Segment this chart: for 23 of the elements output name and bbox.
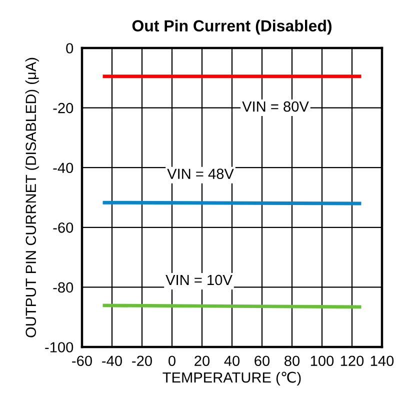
x-tick-label: 120 <box>340 356 364 366</box>
series-label: VIN = 48V <box>167 168 234 179</box>
y-tick-label: -60 <box>53 222 74 233</box>
chart-title: Out Pin Current (Disabled) <box>132 20 332 35</box>
x-tick-label: -20 <box>132 356 152 366</box>
y-tick-label: -40 <box>53 162 74 174</box>
series-label: VIN = 80V <box>242 101 309 112</box>
y-axis-title: OUTPUT PIN CURRNET (DISABLED) (μA) <box>25 58 39 338</box>
series-label: VIN = 10V <box>166 274 232 286</box>
x-tick-label: 20 <box>194 356 210 366</box>
x-tick-label: 80 <box>284 356 300 366</box>
y-tick-label: -100 <box>45 342 74 352</box>
y-tick-label: -20 <box>53 102 74 114</box>
x-tick-label: 0 <box>168 356 176 366</box>
x-tick-label: 60 <box>254 356 270 366</box>
x-tick-label: -40 <box>102 356 122 366</box>
x-tick-label: 140 <box>370 356 394 366</box>
y-tick-label: 0 <box>66 43 74 54</box>
x-tick-label: -60 <box>72 356 92 366</box>
y-tick-label: -80 <box>53 282 74 293</box>
x-tick-label: 40 <box>224 356 240 366</box>
x-axis-title: TEMPERATURE (℃) <box>162 372 301 386</box>
x-tick-label: 100 <box>310 356 334 366</box>
